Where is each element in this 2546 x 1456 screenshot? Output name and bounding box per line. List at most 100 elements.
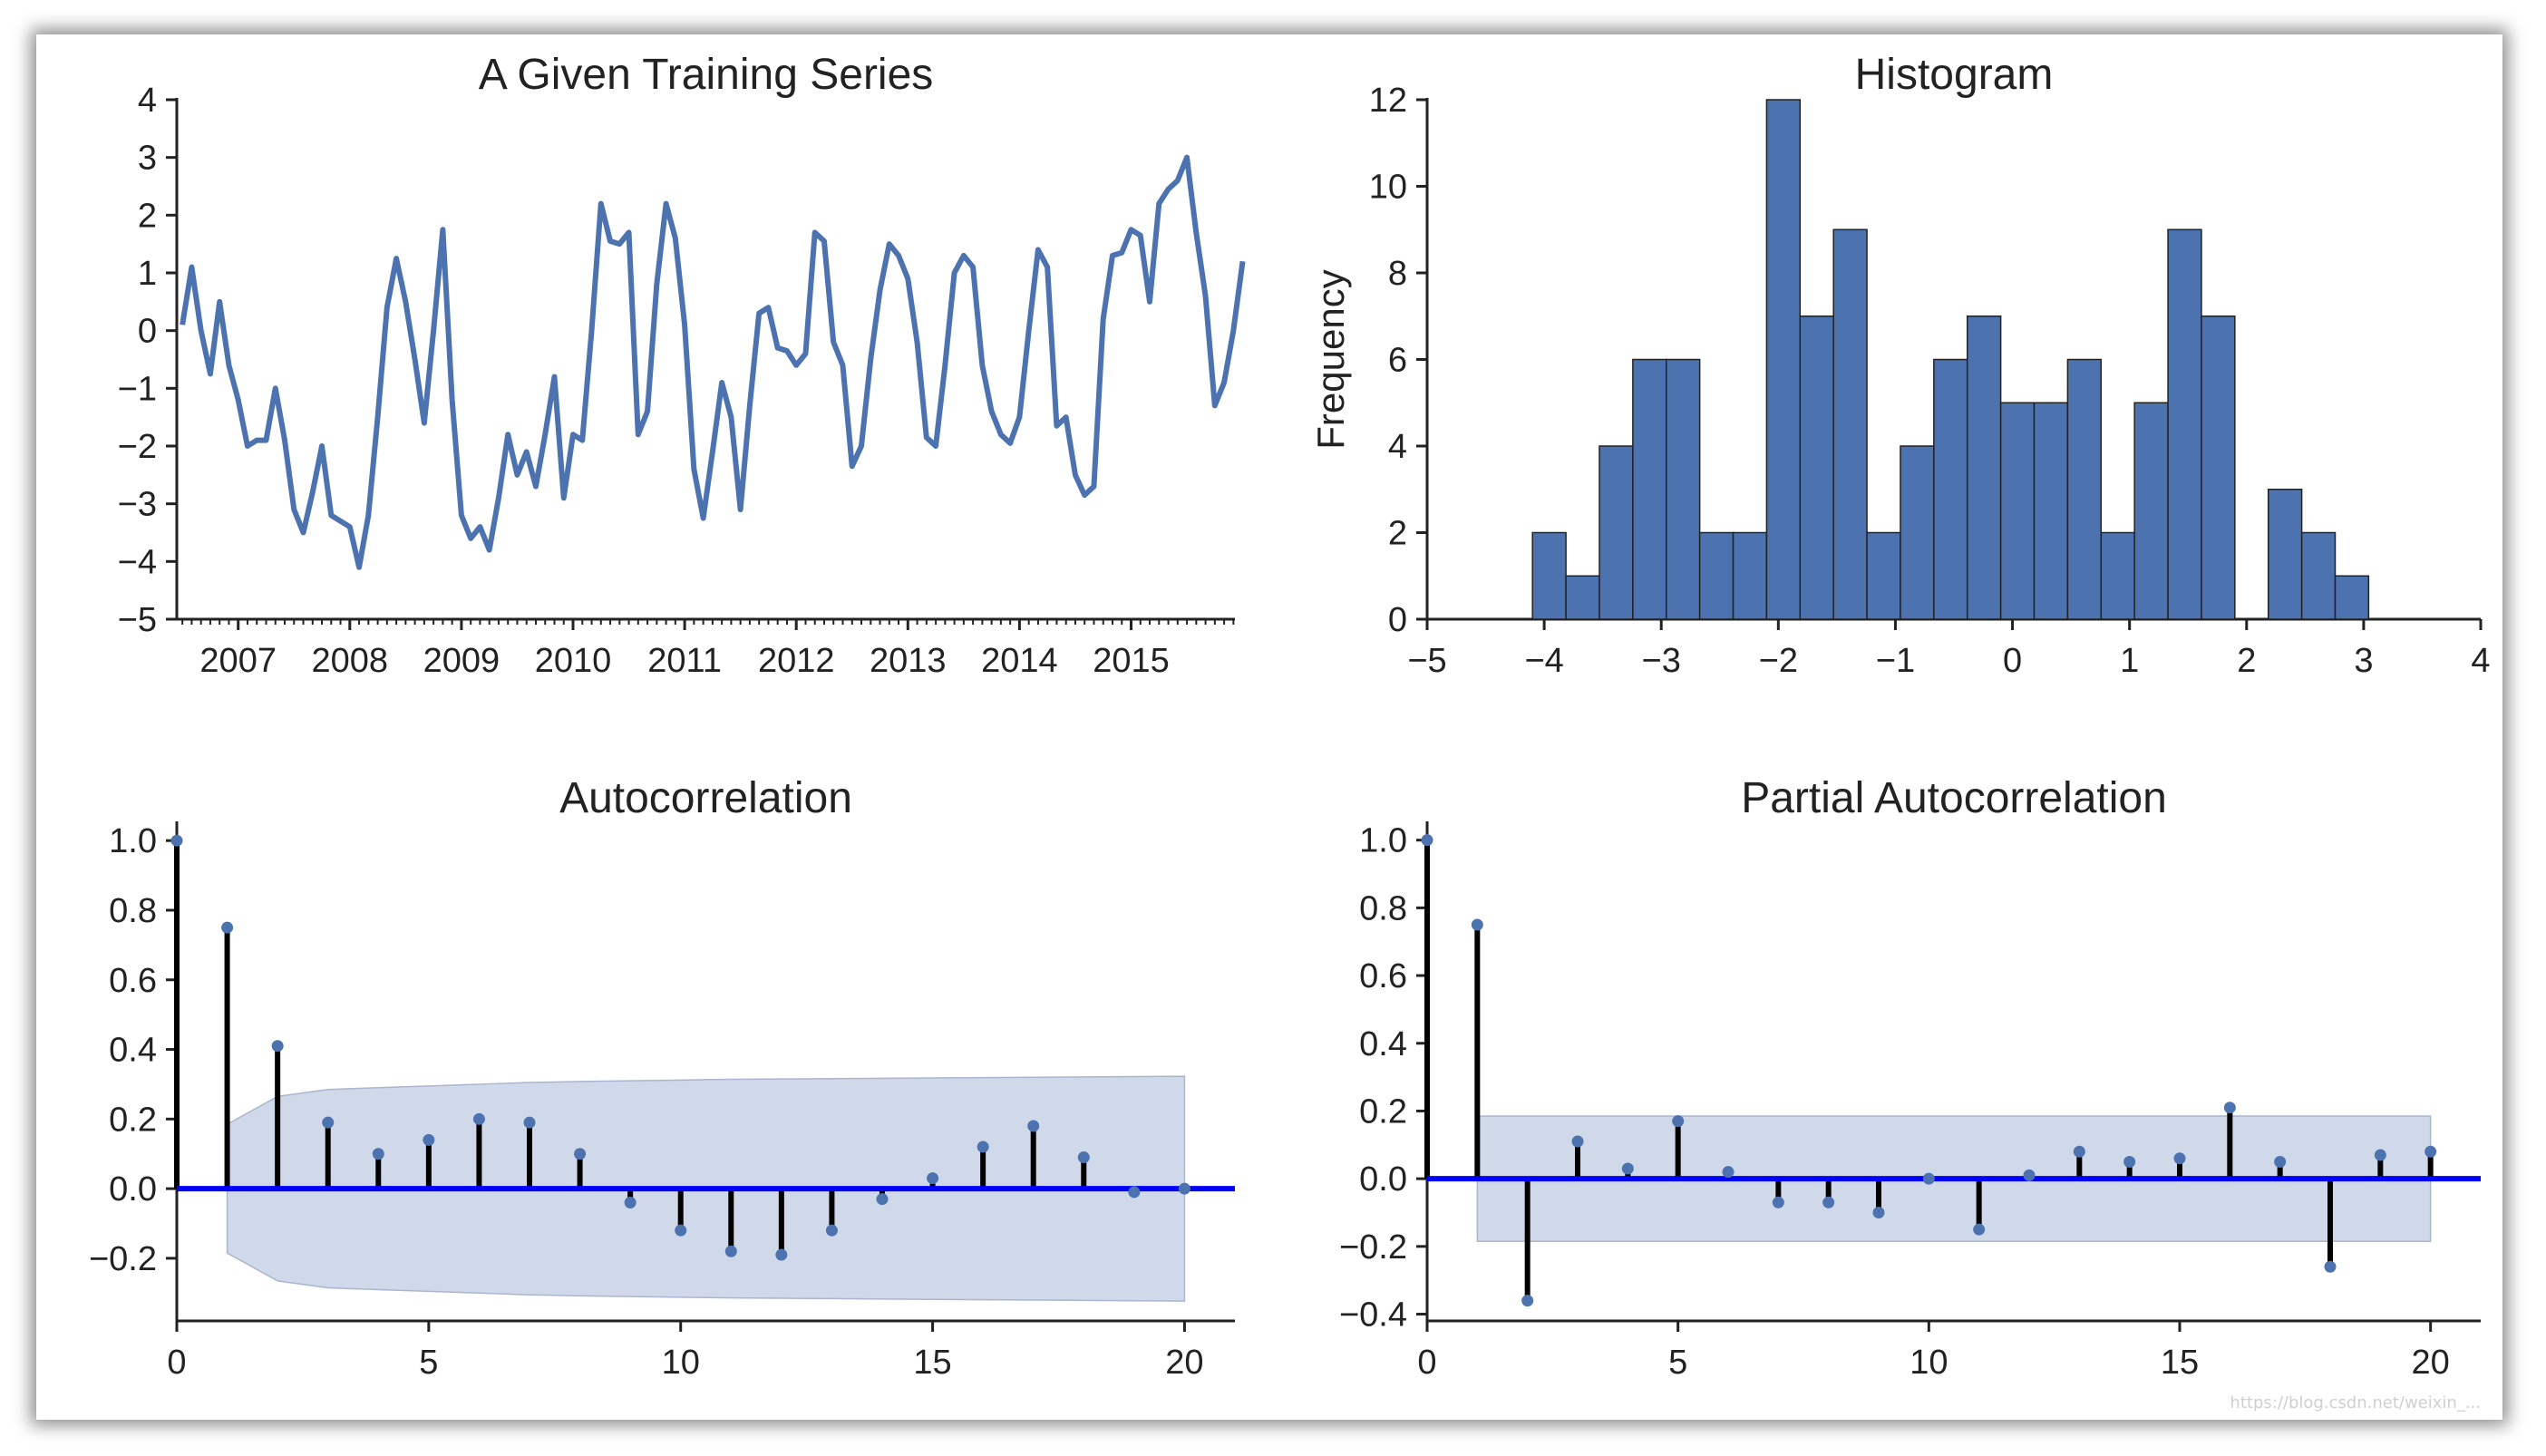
y-tick-label: 0.4 [109, 1032, 157, 1070]
histogram-bar [1900, 445, 1935, 620]
stem-marker [1973, 1223, 1986, 1236]
x-tick-label: 5 [1668, 1344, 1687, 1382]
stem-marker [423, 1133, 435, 1146]
histogram-bar [1565, 575, 1600, 620]
x-tick-label: 2009 [423, 642, 500, 680]
stem-marker [2123, 1155, 2136, 1168]
x-tick-label: 2 [2237, 642, 2256, 680]
stem-marker [2173, 1152, 2186, 1165]
y-tick-label: 1.0 [1359, 822, 1407, 860]
stem-marker [1621, 1162, 1634, 1175]
stem-marker [1077, 1151, 1090, 1164]
stem-marker [977, 1141, 989, 1153]
histogram-bar [1999, 402, 2036, 620]
x-tick-label: −1 [1876, 642, 1915, 680]
stem-marker [2274, 1155, 2287, 1168]
x-tick-label: 2014 [981, 642, 1058, 680]
y-tick-label: 0.6 [1359, 957, 1407, 995]
y-tick-label: −0.2 [89, 1240, 157, 1278]
y-tick-label: 1.0 [109, 822, 157, 860]
stem-marker [1672, 1115, 1685, 1128]
stem-marker [1772, 1196, 1784, 1208]
x-tick-label: 0 [167, 1344, 186, 1382]
histogram-bar [2267, 489, 2303, 620]
x-tick-label: 1 [2120, 642, 2139, 680]
histogram-bar [2066, 358, 2103, 620]
x-tick-label: 2015 [1093, 642, 1170, 680]
histogram-bar [2300, 531, 2337, 620]
x-tick-label: 0 [1417, 1344, 1436, 1382]
stem-marker [1822, 1196, 1835, 1208]
stem-marker [1722, 1166, 1735, 1179]
y-tick-label: 0.8 [1359, 889, 1407, 927]
y-tick-label: 0.0 [1359, 1160, 1407, 1199]
x-tick-label: 2007 [199, 642, 277, 680]
stem-marker [724, 1245, 737, 1257]
x-tick-label: 10 [1910, 1344, 1948, 1382]
stem-marker [1571, 1135, 1584, 1148]
stem-marker [675, 1224, 687, 1237]
stem-marker [1521, 1295, 1534, 1307]
y-tick-label: −0.2 [1339, 1228, 1407, 1267]
histogram-bar [1531, 531, 1567, 620]
stem-marker [523, 1116, 536, 1129]
watermark: https://blog.csdn.net/weixin_... [2230, 1393, 2481, 1412]
histogram-bar [1866, 531, 1901, 620]
y-tick-label: 0.2 [1359, 1092, 1407, 1131]
x-tick-label: 2008 [312, 642, 389, 680]
stem-marker [2324, 1260, 2337, 1273]
stem-marker [1128, 1186, 1141, 1199]
y-tick-label: 4 [1388, 428, 1407, 466]
x-tick-label: 2012 [758, 642, 835, 680]
y-tick-label: −5 [118, 601, 157, 639]
x-tick-label: 20 [1165, 1344, 1203, 1382]
x-tick-label: 15 [2161, 1344, 2199, 1382]
y-tick-label: −0.4 [1339, 1296, 1407, 1335]
histogram-bar [1966, 315, 2002, 620]
x-tick-label: 20 [2412, 1344, 2450, 1382]
y-tick-label: 12 [1369, 82, 1407, 120]
y-tick-label: 0.8 [109, 892, 157, 930]
stem-marker [2374, 1149, 2386, 1161]
stem-marker [1471, 918, 1483, 931]
histogram-bar [1732, 531, 1768, 620]
chart-panel-0: A Given Training Series 4 3 2 1 0 −1 −2 −3 −4 −5 20… [118, 51, 1246, 680]
histogram-bar [1665, 358, 1701, 620]
y-tick-label: 0.0 [109, 1170, 157, 1208]
stem-marker [2073, 1145, 2085, 1158]
y-tick-label: 3 [138, 140, 157, 178]
y-tick-label: 0.2 [109, 1101, 157, 1139]
y-tick-label: −1 [118, 370, 157, 408]
y-tick-label: 0 [138, 313, 157, 351]
stem-marker [876, 1193, 889, 1206]
stem-marker [2223, 1102, 2236, 1114]
stem-marker [2425, 1145, 2437, 1158]
figure-frame: A Given Training Series 4 3 2 1 0 −1 −2 −3 −4 −5 20… [36, 34, 2502, 1420]
y-axis-label: Frequency [1309, 269, 1352, 449]
series-line [180, 154, 1246, 570]
y-tick-label: 0.6 [109, 962, 157, 1000]
chart-panel-2: Autocorrelation 1.0 0.8 0.6 0.4 0.2 0.0 −0.2 0 5 1… [89, 774, 1235, 1382]
y-tick-label: 6 [1388, 342, 1407, 380]
histogram-bar [1632, 358, 1667, 620]
y-tick-label: 4 [138, 82, 157, 120]
x-tick-label: 10 [662, 1344, 700, 1382]
chart-title: Histogram [1855, 51, 2054, 99]
stem-marker [927, 1172, 939, 1185]
x-tick-label: −3 [1642, 642, 1681, 680]
stem-marker [1421, 834, 1433, 847]
stem-marker [472, 1112, 485, 1125]
stem-marker [221, 921, 234, 934]
stem-marker [271, 1040, 284, 1053]
stem-marker [775, 1248, 788, 1261]
x-tick-label: 2013 [870, 642, 947, 680]
x-tick-label: −4 [1524, 642, 1563, 680]
stem-marker [170, 834, 183, 847]
x-tick-label: 15 [913, 1344, 951, 1382]
stem-marker [372, 1148, 384, 1160]
chart-title: A Given Training Series [479, 51, 934, 99]
stem-marker [2023, 1169, 2036, 1181]
x-tick-label: 4 [2471, 642, 2490, 680]
y-tick-label: 1 [138, 255, 157, 293]
